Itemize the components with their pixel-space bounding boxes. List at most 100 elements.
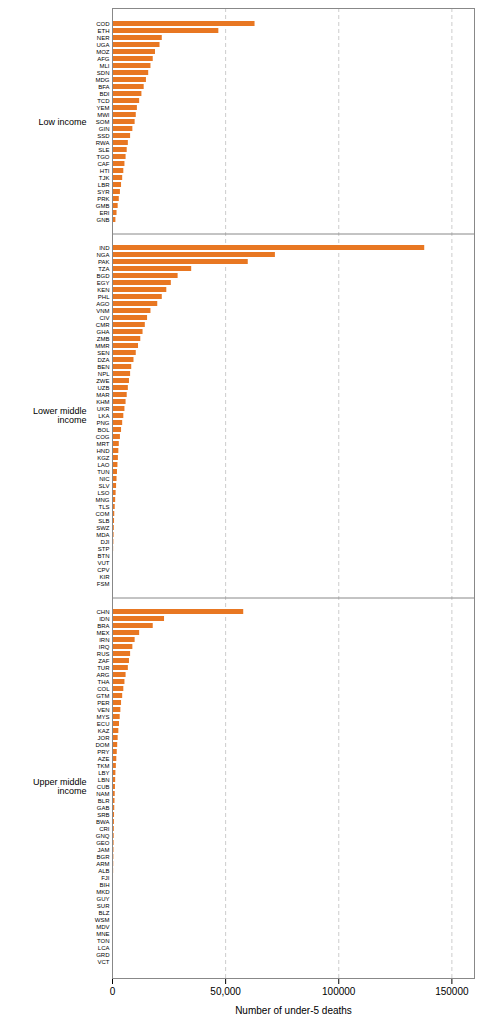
svg-text:ZAF: ZAF: [98, 658, 110, 664]
svg-text:TJK: TJK: [99, 175, 110, 181]
svg-text:SLB: SLB: [98, 518, 109, 524]
svg-text:CPV: CPV: [97, 567, 109, 573]
svg-text:PAK: PAK: [98, 259, 110, 265]
svg-text:LAO: LAO: [97, 462, 109, 468]
svg-text:SSD: SSD: [97, 133, 110, 139]
svg-text:JOR: JOR: [98, 735, 111, 741]
svg-text:STP: STP: [98, 546, 110, 552]
svg-text:THA: THA: [98, 679, 110, 685]
svg-text:VCT: VCT: [98, 959, 110, 965]
svg-text:RUS: RUS: [97, 651, 110, 657]
svg-text:HTI: HTI: [100, 168, 110, 174]
svg-text:Upper middleincome: Upper middleincome: [33, 777, 87, 796]
svg-text:EGY: EGY: [97, 280, 110, 286]
svg-text:IRQ: IRQ: [99, 644, 110, 650]
svg-text:VUT: VUT: [98, 560, 110, 566]
svg-text:MMR: MMR: [95, 343, 110, 349]
svg-text:COD: COD: [96, 21, 110, 27]
svg-text:CMR: CMR: [96, 322, 110, 328]
svg-text:GIN: GIN: [99, 126, 110, 132]
svg-text:VEN: VEN: [97, 707, 109, 713]
svg-text:UGA: UGA: [96, 42, 109, 48]
svg-text:150000: 150000: [435, 986, 469, 997]
svg-text:KHM: KHM: [96, 399, 109, 405]
svg-text:BEN: BEN: [97, 364, 109, 370]
svg-text:UKR: UKR: [97, 406, 110, 412]
svg-text:YEM: YEM: [96, 105, 109, 111]
svg-text:MNG: MNG: [96, 497, 110, 503]
svg-text:TCD: TCD: [97, 98, 110, 104]
svg-text:GMB: GMB: [96, 203, 110, 209]
svg-text:PRY: PRY: [97, 749, 109, 755]
svg-text:VNM: VNM: [96, 308, 109, 314]
svg-text:Number of under-5 deaths: Number of under-5 deaths: [235, 1005, 352, 1016]
svg-text:AFG: AFG: [97, 56, 110, 62]
svg-text:BRA: BRA: [97, 623, 109, 629]
svg-text:GTM: GTM: [96, 693, 109, 699]
svg-text:FSM: FSM: [97, 581, 110, 587]
svg-text:SUR: SUR: [97, 903, 110, 909]
svg-text:COL: COL: [97, 686, 110, 692]
svg-text:MDA: MDA: [96, 532, 109, 538]
svg-text:NAM: NAM: [96, 791, 109, 797]
svg-text:SYR: SYR: [97, 189, 110, 195]
svg-text:LSO: LSO: [97, 490, 109, 496]
svg-text:IRN: IRN: [99, 637, 109, 643]
svg-text:KEN: KEN: [97, 287, 109, 293]
svg-text:ECU: ECU: [97, 721, 110, 727]
svg-text:BFA: BFA: [98, 84, 109, 90]
svg-text:MLI: MLI: [99, 63, 109, 69]
svg-text:ARG: ARG: [96, 672, 109, 678]
svg-text:WSM: WSM: [95, 917, 110, 923]
svg-text:ZMB: ZMB: [97, 336, 110, 342]
svg-text:TZA: TZA: [98, 266, 109, 272]
svg-text:LCA: LCA: [98, 945, 110, 951]
svg-text:TUN: TUN: [97, 469, 109, 475]
svg-text:FJI: FJI: [101, 875, 110, 881]
svg-text:BLZ: BLZ: [98, 910, 109, 916]
svg-text:CRI: CRI: [99, 826, 110, 832]
svg-text:DZA: DZA: [98, 357, 110, 363]
svg-text:SLV: SLV: [99, 483, 110, 489]
svg-text:BGR: BGR: [96, 854, 110, 860]
svg-text:LBR: LBR: [98, 182, 110, 188]
svg-text:MDG: MDG: [96, 77, 110, 83]
svg-text:BLR: BLR: [98, 798, 110, 804]
svg-text:TON: TON: [97, 938, 110, 944]
svg-text:GRD: GRD: [96, 952, 110, 958]
svg-text:MEX: MEX: [96, 630, 109, 636]
svg-text:CAF: CAF: [98, 161, 110, 167]
svg-text:PNG: PNG: [96, 420, 109, 426]
svg-text:KAZ: KAZ: [98, 728, 110, 734]
svg-text:TLS: TLS: [98, 504, 109, 510]
svg-text:100000: 100000: [322, 986, 356, 997]
svg-text:COM: COM: [96, 511, 110, 517]
svg-text:LBN: LBN: [98, 777, 110, 783]
svg-text:MYS: MYS: [96, 714, 109, 720]
svg-text:0: 0: [110, 986, 116, 997]
svg-text:NER: NER: [97, 35, 110, 41]
svg-text:COG: COG: [96, 434, 110, 440]
svg-text:SWZ: SWZ: [96, 525, 110, 531]
svg-text:DJI: DJI: [101, 539, 110, 545]
svg-text:BTN: BTN: [98, 553, 110, 559]
svg-text:AGO: AGO: [96, 301, 110, 307]
svg-text:UZB: UZB: [98, 385, 110, 391]
svg-text:LKA: LKA: [98, 413, 109, 419]
svg-text:KIR: KIR: [99, 574, 110, 580]
svg-text:IND: IND: [99, 245, 110, 251]
svg-text:Low income: Low income: [38, 117, 86, 127]
svg-text:ZWE: ZWE: [96, 378, 109, 384]
svg-text:TKM: TKM: [97, 763, 110, 769]
svg-text:BOL: BOL: [97, 427, 110, 433]
svg-text:CIV: CIV: [99, 315, 109, 321]
svg-text:MWI: MWI: [97, 112, 110, 118]
svg-text:SDN: SDN: [97, 70, 110, 76]
svg-text:BDI: BDI: [99, 91, 109, 97]
svg-text:NGA: NGA: [96, 252, 109, 258]
svg-text:KGZ: KGZ: [97, 455, 110, 461]
svg-text:JAM: JAM: [98, 847, 110, 853]
svg-text:CUB: CUB: [97, 784, 110, 790]
svg-text:MRT: MRT: [97, 441, 110, 447]
svg-text:NPL: NPL: [98, 371, 110, 377]
